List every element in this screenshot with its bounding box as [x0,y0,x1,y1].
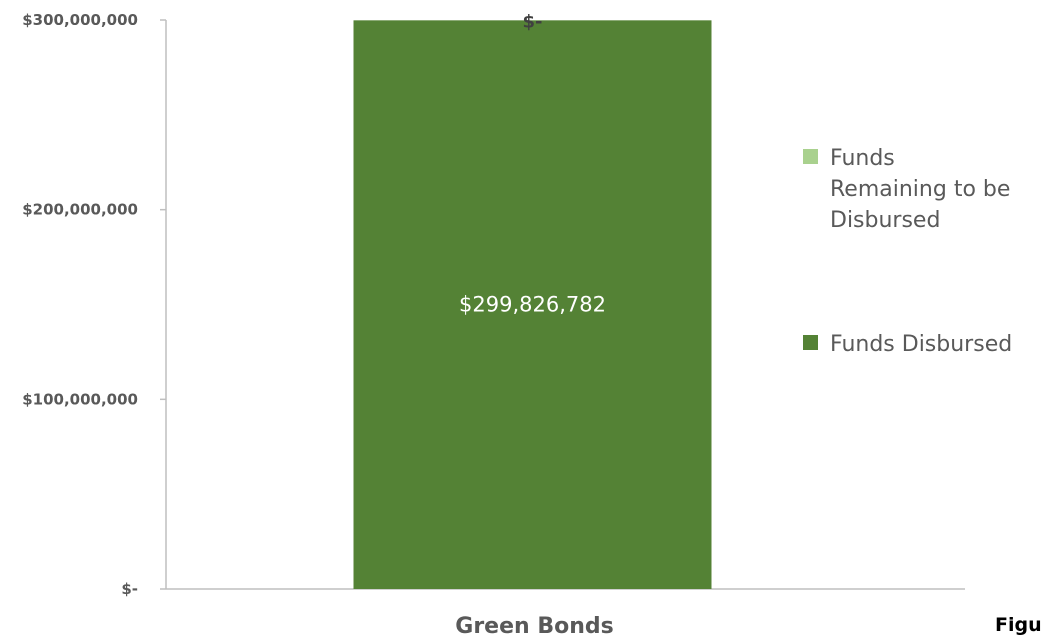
bar-funds-disbursed [353,20,712,589]
y-tick-label: $200,000,000 [22,201,138,219]
legend-swatch [803,335,818,350]
legend-label: Funds Disbursed [830,332,1012,357]
y-tick-label: $300,000,000 [22,11,138,29]
y-axis-ticks: $- $100,000,000 $200,000,000 $300,000,000 [22,11,166,598]
legend-label: Funds [830,146,895,171]
data-labels: $299,826,782 $- [459,11,606,316]
legend-swatch [803,149,818,164]
figure-caption: Figure [995,614,1042,636]
y-tick-label: $- [121,580,138,598]
chart-bars [353,20,712,589]
x-axis-ticks: Green Bonds [455,614,613,638]
legend-label: Remaining to be [830,177,1010,202]
bar-data-label: $299,826,782 [459,293,606,317]
chart-legend: Funds Remaining to be Disbursed Funds Disbu… [803,146,1012,357]
x-tick-label: Green Bonds [455,614,613,638]
legend-label: Disbursed [830,208,940,233]
y-tick-label: $100,000,000 [22,390,138,408]
bar-data-label-zero: $- [523,11,543,32]
